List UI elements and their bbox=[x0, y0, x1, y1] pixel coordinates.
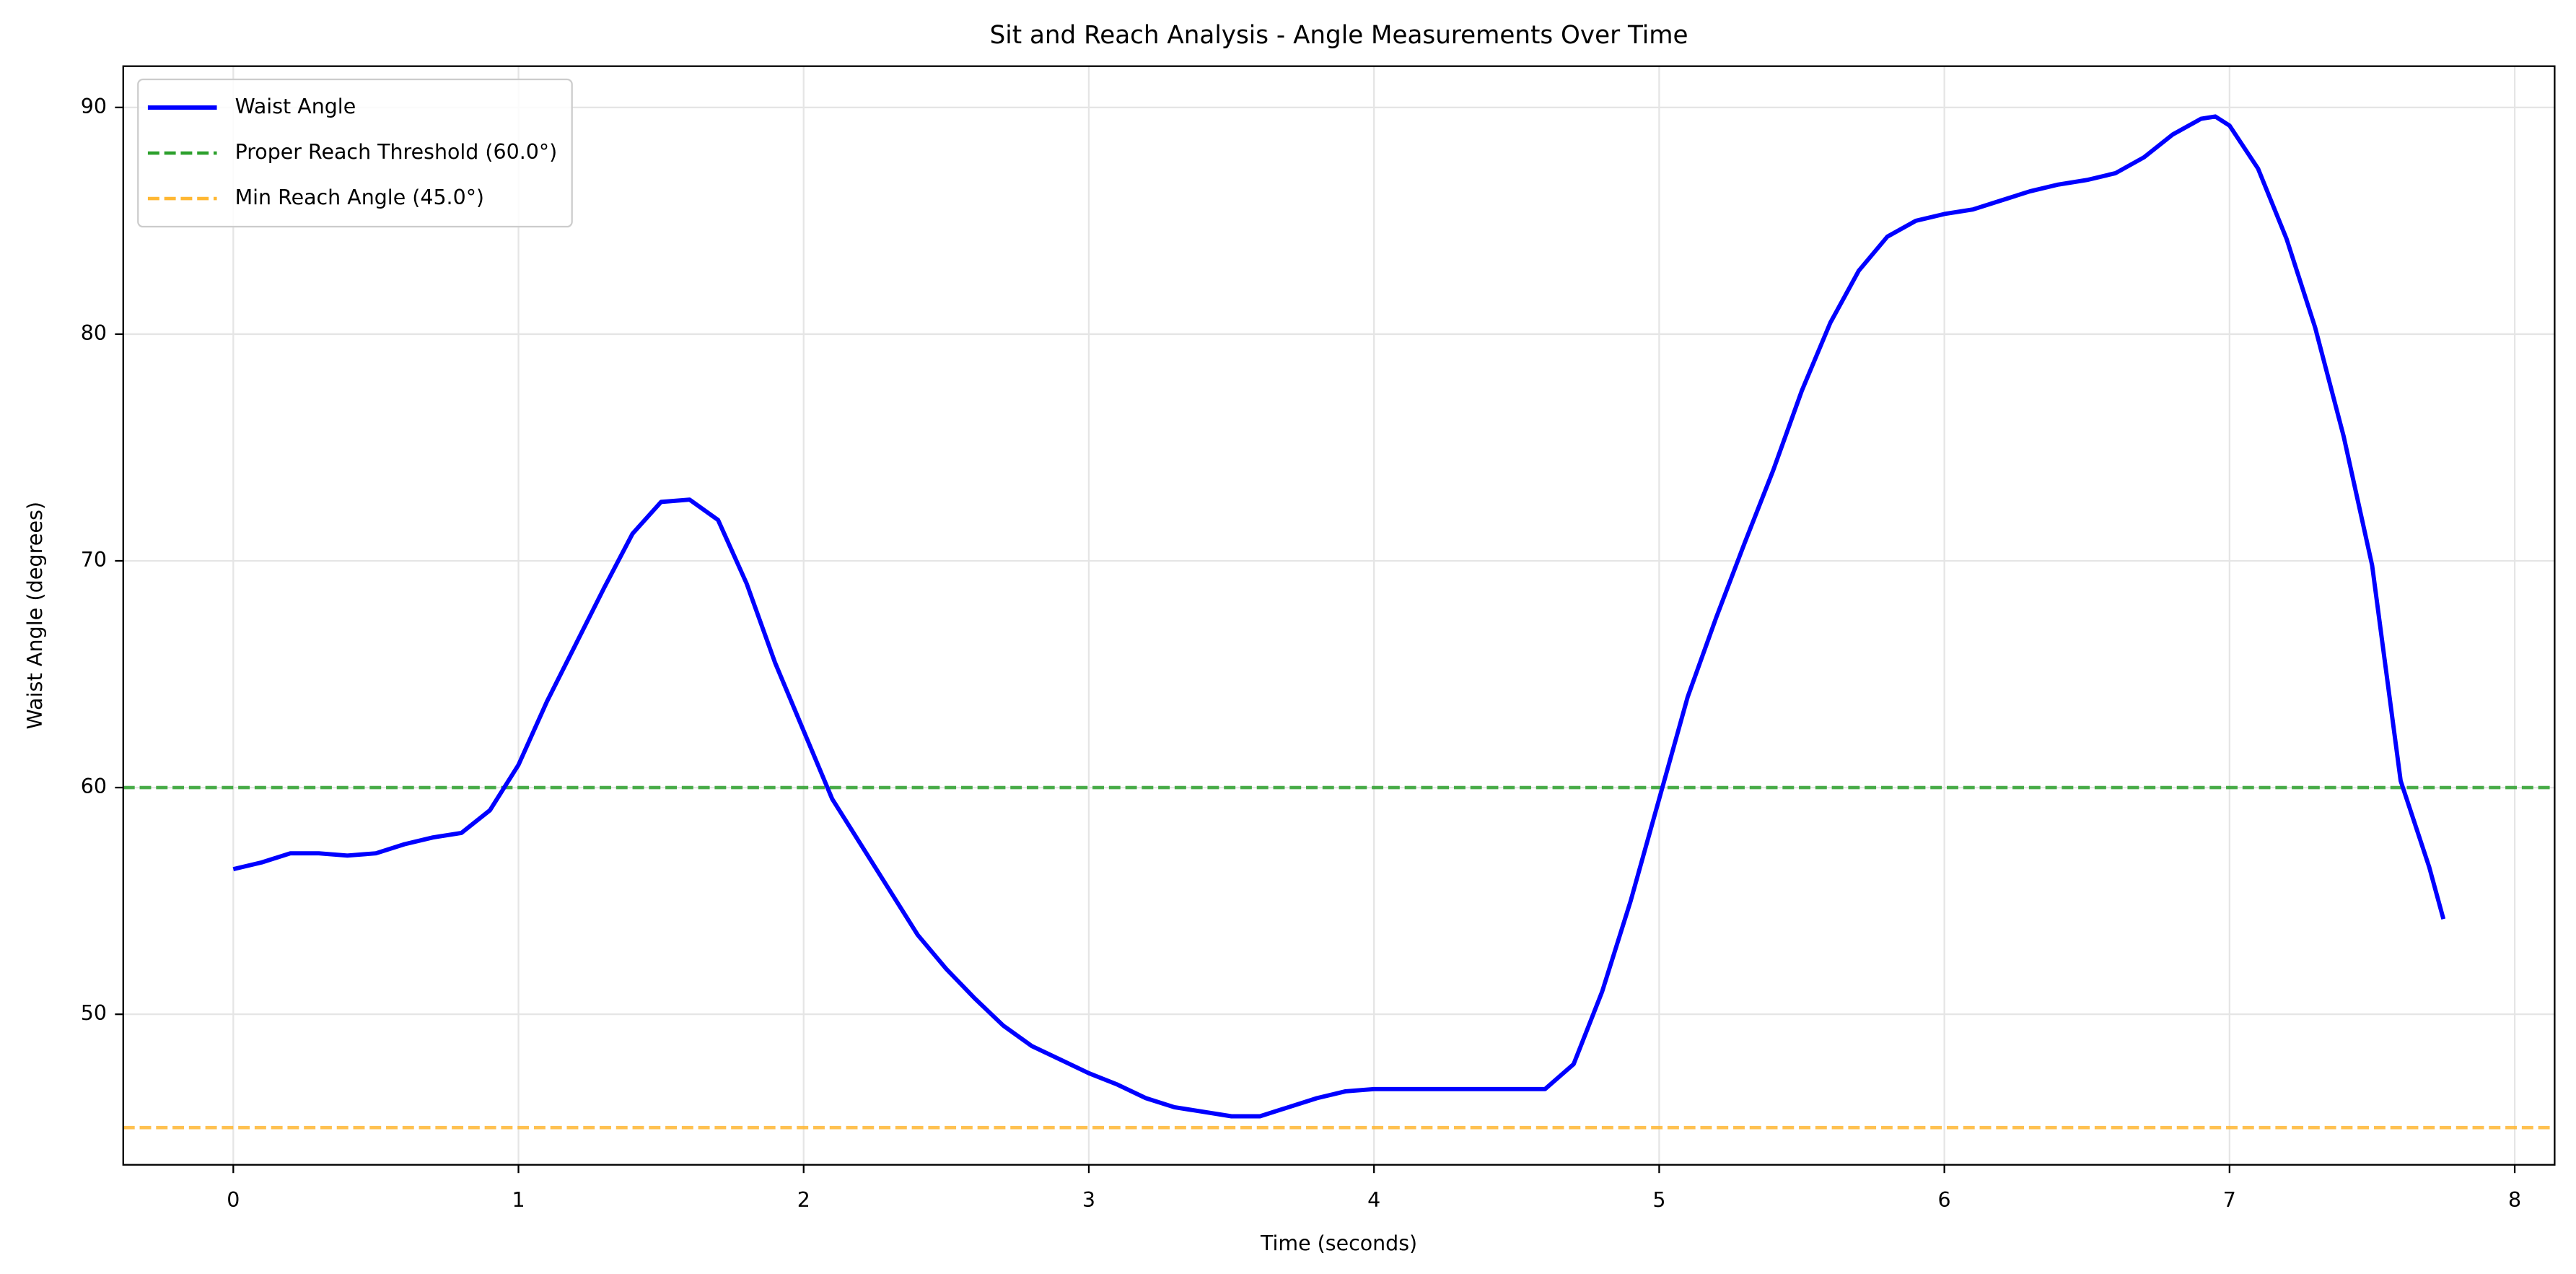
y-axis-label: Waist Angle (degrees) bbox=[22, 502, 47, 730]
y-tick-label: 90 bbox=[81, 94, 107, 118]
legend: Waist Angle Proper Reach Threshold (60.0°… bbox=[137, 78, 573, 228]
chart-title: Sit and Reach Analysis - Angle Measureme… bbox=[990, 21, 1688, 50]
x-tick-label: 6 bbox=[1938, 1187, 1951, 1212]
x-tick-label: 3 bbox=[1082, 1187, 1095, 1212]
y-tick-label: 80 bbox=[81, 320, 107, 345]
x-tick-label: 4 bbox=[1367, 1187, 1380, 1212]
legend-label: Proper Reach Threshold (60.0°) bbox=[235, 139, 558, 164]
y-tick-label: 60 bbox=[81, 774, 107, 798]
plot-frame bbox=[122, 65, 2556, 1166]
y-tick-label: 50 bbox=[81, 1000, 107, 1025]
legend-box bbox=[137, 78, 573, 228]
x-tick-label: 7 bbox=[2223, 1187, 2236, 1212]
y-tick-label: 70 bbox=[81, 547, 107, 572]
x-tick-label: 2 bbox=[797, 1187, 810, 1212]
legend-label: Waist Angle bbox=[235, 94, 356, 118]
x-tick-label: 1 bbox=[512, 1187, 525, 1212]
legend-label: Min Reach Angle (45.0°) bbox=[235, 185, 484, 209]
x-tick-label: 5 bbox=[1652, 1187, 1665, 1212]
data-line bbox=[232, 114, 2446, 1119]
x-tick-label: 8 bbox=[2508, 1187, 2521, 1212]
x-tick-label: 0 bbox=[227, 1187, 240, 1212]
x-axis-label: Time (seconds) bbox=[1260, 1231, 1417, 1255]
